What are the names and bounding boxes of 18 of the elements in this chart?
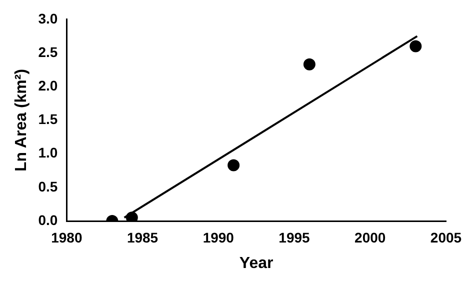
- y-tick-label: 1.5: [38, 111, 58, 128]
- x-tick-label: 1985: [126, 229, 158, 246]
- y-tick-label: 1.0: [38, 144, 58, 161]
- x-tick-label: 1980: [51, 229, 82, 246]
- x-tick-label: 2005: [430, 229, 462, 246]
- point: [410, 40, 422, 52]
- y-tick-label: 3.0: [38, 10, 58, 26]
- x-tick-label: 1995: [278, 229, 310, 246]
- point: [303, 58, 316, 70]
- x-axis-title: Year: [239, 254, 274, 272]
- y-tick-label: 0.0: [38, 212, 58, 228]
- y-tick-label: 2.0: [38, 77, 58, 94]
- y-axis-title: Ln Area (km²): [13, 68, 30, 172]
- y-tick-label: 2.5: [38, 44, 58, 60]
- x-tick-label: 1990: [202, 229, 234, 246]
- y-tick-label: 0.5: [38, 178, 58, 194]
- x-tick-label: 2000: [354, 229, 386, 246]
- point: [228, 159, 240, 172]
